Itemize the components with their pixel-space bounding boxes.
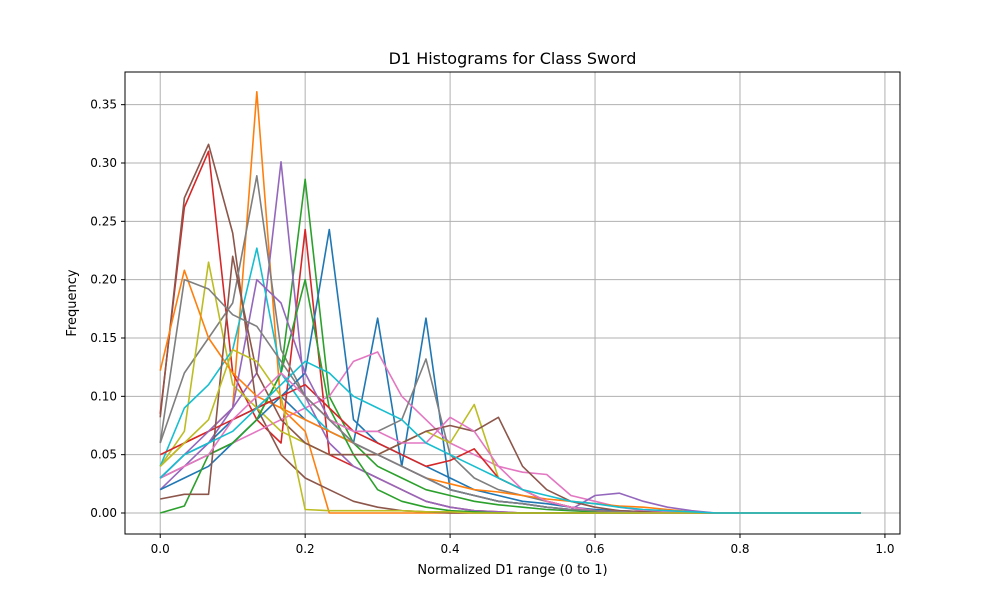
y-tick-label: 0.20 [90, 273, 117, 287]
x-tick-label: 1.0 [875, 542, 894, 556]
series-lines [159, 91, 861, 514]
x-tick-label: 0.8 [730, 542, 749, 556]
y-tick-label: 0.00 [90, 506, 117, 520]
y-tick-label: 0.35 [90, 98, 117, 112]
y-tick-label: 0.30 [90, 156, 117, 170]
x-tick-label: 0.0 [151, 542, 170, 556]
chart-title: D1 Histograms for Class Sword [389, 49, 637, 68]
x-tick-label: 0.4 [441, 542, 460, 556]
y-tick-label: 0.15 [90, 331, 117, 345]
plot-area [159, 91, 861, 514]
series-line-20 [159, 360, 861, 514]
y-axis-ticks: 0.00 0.05 0.10 0.15 0.20 0.25 0.30 0.35 [90, 98, 125, 520]
plot-frame [124, 71, 901, 535]
x-axis-ticks: 0.0 0.2 0.4 0.6 0.8 1.0 [151, 534, 894, 556]
y-tick-label: 0.10 [90, 389, 117, 403]
y-tick-label: 0.05 [90, 448, 117, 462]
y-axis-label: Frequency [65, 269, 80, 336]
x-tick-label: 0.2 [296, 542, 315, 556]
grid [125, 72, 900, 534]
y-tick-label: 0.25 [90, 214, 117, 228]
x-axis-label: Normalized D1 range (0 to 1) [417, 563, 607, 578]
x-tick-label: 0.6 [585, 542, 604, 556]
